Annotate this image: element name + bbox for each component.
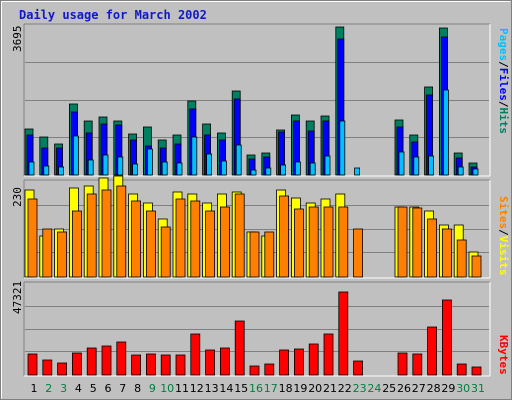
- bar-kbytes-day-18: [279, 349, 290, 376]
- bar-sites-day-30: [456, 239, 467, 278]
- bar-sites-day-7: [116, 185, 127, 278]
- bar-sites-day-18: [279, 195, 290, 278]
- bar-pages-day-7: [117, 156, 124, 176]
- bar-sites-day-20: [308, 206, 319, 278]
- bar-pages-day-27: [413, 156, 420, 176]
- bar-kbytes-day-17: [264, 363, 275, 376]
- bar-pages-day-15: [235, 144, 242, 176]
- bar-sites-day-5: [86, 193, 97, 278]
- bar-pages-day-22: [339, 120, 346, 176]
- bar-sites-day-1: [27, 198, 38, 278]
- bar-pages-day-29: [442, 89, 449, 176]
- bar-kbytes-day-29: [441, 299, 452, 376]
- bar-pages-day-11: [176, 162, 183, 176]
- bar-kbytes-day-30: [456, 363, 467, 376]
- bar-pages-day-28: [428, 155, 435, 176]
- bar-kbytes-day-26: [397, 352, 408, 376]
- bar-pages-day-6: [102, 154, 109, 176]
- bar-pages-day-9: [146, 148, 153, 176]
- bar-pages-day-3: [58, 166, 64, 176]
- bar-kbytes-day-19: [293, 348, 304, 376]
- bar-kbytes-day-11: [175, 354, 186, 376]
- bar-pages-day-20: [309, 162, 316, 176]
- bar-sites-day-6: [101, 189, 112, 278]
- bar-kbytes-day-20: [308, 343, 319, 376]
- bar-kbytes-day-5: [86, 347, 97, 376]
- bar-kbytes-day-21: [323, 333, 334, 376]
- bar-pages-day-30: [457, 166, 464, 176]
- bar-pages-day-23: [354, 167, 361, 176]
- bar-sites-day-31: [471, 255, 482, 278]
- bar-kbytes-day-2: [42, 359, 53, 376]
- bar-kbytes-day-12: [190, 333, 201, 376]
- bar-sites-day-27: [412, 207, 423, 278]
- bar-kbytes-day-28: [427, 326, 438, 376]
- bar-kbytes-day-8: [131, 354, 142, 376]
- bar-sites-day-2: [42, 228, 53, 278]
- bar-kbytes-day-22: [338, 291, 349, 376]
- bar-pages-day-5: [87, 159, 94, 176]
- bar-pages-day-17: [265, 167, 272, 176]
- bar-pages-day-10: [161, 161, 168, 176]
- bar-sites-day-13: [205, 210, 216, 278]
- bar-sites-day-14: [219, 206, 230, 278]
- bar-sites-day-10: [160, 226, 171, 278]
- bar-sites-day-17: [264, 231, 275, 278]
- bar-sites-day-11: [175, 198, 186, 278]
- bar-kbytes-day-9: [145, 353, 156, 376]
- bar-sites-day-8: [131, 200, 142, 278]
- bar-pages-day-19: [294, 161, 301, 176]
- bar-sites-day-12: [190, 200, 201, 278]
- bar-kbytes-day-16: [249, 365, 260, 376]
- bar-kbytes-day-13: [205, 349, 216, 376]
- bar-kbytes-day-31: [471, 366, 482, 376]
- bar-pages-day-2: [43, 165, 50, 176]
- bar-kbytes-day-4: [72, 352, 82, 376]
- bar-pages-day-26: [398, 151, 405, 176]
- bar-sites-day-3: [57, 231, 67, 278]
- bar-sites-day-19: [293, 208, 304, 278]
- bar-sites-day-26: [397, 206, 408, 278]
- bar-pages-day-1: [28, 161, 35, 176]
- bar-pages-day-21: [324, 155, 331, 176]
- bar-sites-day-21: [323, 206, 334, 278]
- bar-sites-day-23: [353, 228, 364, 278]
- bar-pages-day-4: [73, 135, 79, 176]
- bar-sites-day-15: [234, 193, 245, 278]
- bar-pages-day-8: [132, 163, 139, 176]
- bar-kbytes-day-15: [234, 320, 245, 376]
- bar-pages-day-12: [191, 136, 198, 176]
- bar-pages-day-14: [220, 160, 227, 176]
- bar-sites-day-16: [249, 231, 260, 278]
- bar-sites-day-29: [441, 228, 452, 278]
- bar-kbytes-day-7: [116, 341, 127, 376]
- bar-kbytes-day-27: [412, 353, 423, 376]
- bar-kbytes-day-23: [353, 360, 364, 376]
- bar-sites-day-22: [338, 206, 349, 278]
- bar-sites-day-28: [427, 218, 438, 278]
- bar-kbytes-day-6: [101, 345, 112, 376]
- bar-pages-day-16: [250, 169, 257, 176]
- bar-kbytes-day-14: [219, 347, 230, 376]
- bar-kbytes-day-1: [27, 353, 38, 376]
- bar-sites-day-4: [72, 210, 82, 278]
- bar-pages-day-18: [280, 164, 287, 176]
- bar-kbytes-day-10: [160, 354, 171, 376]
- bar-sites-day-9: [145, 210, 156, 278]
- bar-pages-day-31: [472, 168, 479, 176]
- bar-pages-day-13: [206, 153, 213, 176]
- bar-kbytes-day-3: [57, 362, 67, 376]
